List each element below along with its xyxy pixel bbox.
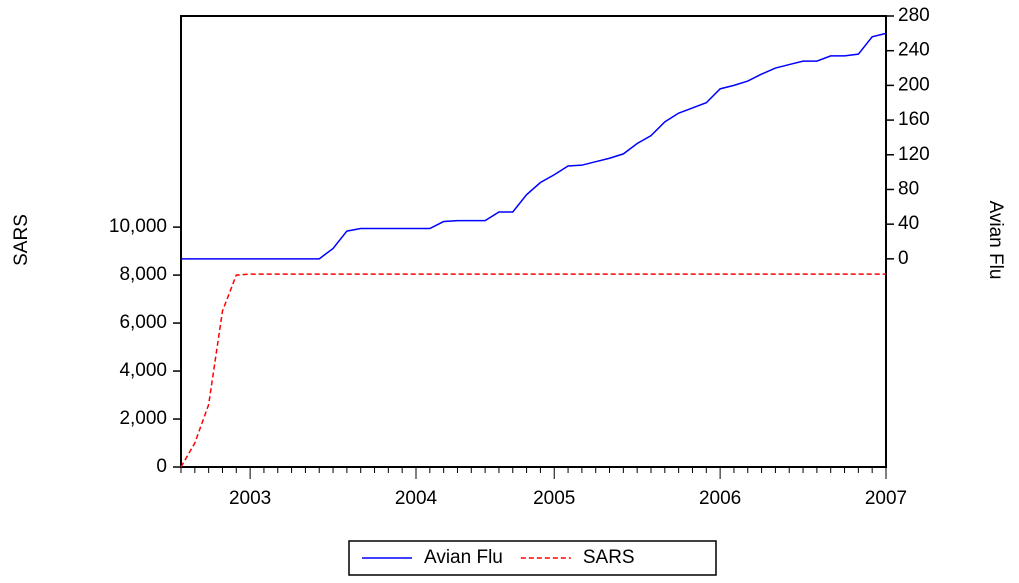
x-tick-label: 2007 (865, 488, 907, 509)
y-axis-title: SARS (11, 214, 32, 266)
legend-label: Avian Flu (424, 547, 503, 568)
y2-tick-label: 160 (898, 109, 930, 130)
series-line (180, 273, 886, 468)
legend-label: SARS (583, 547, 635, 568)
y2-tick-label: 240 (898, 40, 930, 61)
series-line (181, 32, 887, 260)
y-tick-label: 4,000 (119, 360, 167, 381)
y2-tick-label: 280 (898, 5, 930, 26)
y2-axis-title: Avian Flu (985, 201, 1006, 280)
y2-tick-label: 40 (898, 213, 919, 234)
y2-tick-label: 80 (898, 178, 919, 199)
y2-tick-label: 200 (898, 74, 930, 95)
y-tick-label: 8,000 (119, 264, 167, 285)
y-tick-label: 10,000 (109, 216, 167, 237)
x-tick-label: 2006 (699, 488, 741, 509)
x-tick-label: 2004 (395, 488, 438, 509)
y-tick-label: 0 (156, 456, 167, 477)
y2-tick-label: 120 (898, 144, 930, 165)
x-tick-label: 2005 (533, 488, 575, 509)
y-tick-label: 6,000 (119, 312, 167, 333)
plot-frame (180, 15, 887, 468)
y2-tick-label: 0 (898, 248, 909, 269)
y-tick-label: 2,000 (119, 408, 167, 429)
x-tick-label: 2003 (229, 488, 271, 509)
